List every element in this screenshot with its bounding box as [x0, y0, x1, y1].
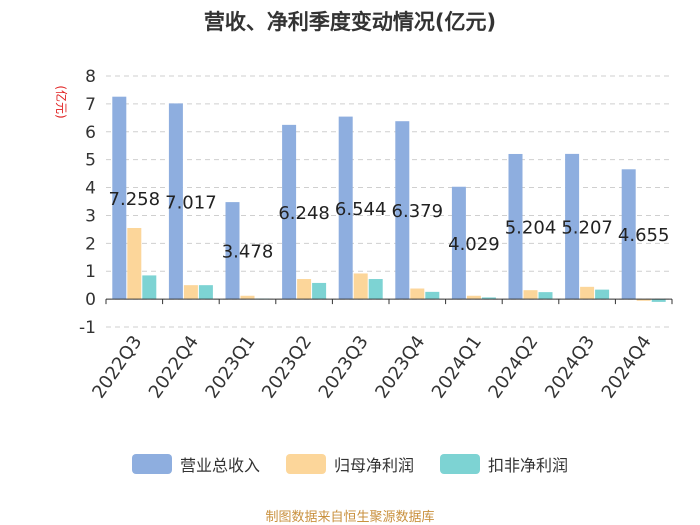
- bar-2023Q4-1: [410, 288, 425, 300]
- bar-2024Q3-2: [595, 289, 610, 300]
- bar-2023Q1-0: [225, 202, 240, 300]
- bar-2023Q2-0: [282, 124, 297, 300]
- bar-2022Q3-2: [142, 275, 157, 300]
- bar-2024Q1-1: [466, 295, 481, 300]
- bar-2023Q3-0: [338, 116, 353, 300]
- data-label: 6.379: [392, 201, 444, 222]
- y-tick-label: 3: [85, 206, 96, 226]
- y-tick-label: 7: [85, 95, 96, 115]
- bar-2022Q4-1: [183, 285, 198, 300]
- bar-2024Q4-0: [621, 169, 636, 300]
- bar-2023Q4-2: [425, 291, 440, 300]
- bar-2024Q1-2: [481, 297, 496, 300]
- y-tick-label: 1: [85, 262, 96, 282]
- y-tick-label: 0: [85, 290, 96, 310]
- y-tick-label: 2: [85, 234, 96, 254]
- legend-item[interactable]: 营业总收入: [131, 452, 260, 476]
- data-source-note: 制图数据来自恒生聚源数据库: [265, 510, 435, 525]
- data-label: 3.478: [222, 242, 274, 263]
- x-tick-label: 2022Q4: [145, 332, 203, 403]
- legend: 营业总收入 归母净利润 扣非净利润: [0, 452, 700, 476]
- y-tick-label: 6: [85, 123, 96, 143]
- x-tick-label: 2024Q4: [598, 332, 656, 403]
- bar-2023Q4-0: [395, 121, 410, 300]
- legend-label: 归母净利润: [333, 456, 414, 475]
- legend-label: 扣非净利润: [488, 456, 569, 475]
- legend-item[interactable]: 归母净利润: [285, 452, 414, 476]
- x-tick-label: 2023Q2: [258, 332, 316, 403]
- bar-2023Q2-2: [312, 282, 327, 300]
- legend-swatch: [440, 454, 480, 474]
- bar-2022Q4-0: [168, 103, 183, 300]
- y-tick-label: 8: [85, 67, 96, 87]
- legend-item[interactable]: 扣非净利润: [440, 452, 568, 476]
- bar-2024Q1-0: [451, 186, 466, 300]
- bar-chart: -1012345678(亿元)2022Q32022Q42023Q12023Q22…: [54, 67, 673, 403]
- y-axis-label: (亿元): [54, 85, 69, 118]
- bar-2022Q3-0: [112, 96, 127, 300]
- bar-2023Q3-2: [368, 279, 383, 300]
- bar-2024Q4-2: [651, 299, 666, 302]
- data-label: 4.655: [618, 225, 670, 246]
- x-tick-label: 2023Q3: [315, 332, 373, 403]
- bar-2023Q1-1: [240, 295, 255, 300]
- data-label: 7.258: [109, 189, 161, 210]
- data-label: 7.017: [165, 192, 217, 213]
- bar-2022Q3-1: [127, 227, 142, 300]
- bar-2024Q4-1: [636, 299, 651, 301]
- data-label: 5.204: [505, 218, 557, 239]
- legend-swatch: [131, 454, 172, 474]
- x-tick-label: 2023Q4: [371, 332, 429, 403]
- legend-swatch: [285, 454, 326, 474]
- data-label: 6.544: [335, 199, 387, 220]
- x-tick-label: 2024Q2: [484, 332, 542, 403]
- y-tick-label: 5: [85, 151, 96, 171]
- bar-2024Q3-0: [565, 153, 580, 300]
- legend-label: 营业总收入: [179, 456, 260, 475]
- x-tick-label: 2024Q3: [541, 332, 599, 403]
- y-tick-label: -1: [79, 318, 96, 338]
- bar-2024Q2-2: [538, 292, 553, 300]
- x-tick-label: 2024Q1: [428, 332, 486, 403]
- bar-2022Q4-2: [198, 285, 213, 300]
- bar-2024Q2-1: [523, 290, 538, 300]
- bar-2023Q2-1: [297, 279, 312, 300]
- x-tick-label: 2023Q1: [201, 332, 259, 403]
- bar-2024Q2-0: [508, 153, 523, 300]
- data-label: 4.029: [448, 234, 500, 255]
- x-tick-label: 2022Q3: [88, 332, 146, 403]
- bar-2024Q3-1: [580, 286, 595, 300]
- bar-2023Q3-1: [353, 273, 368, 300]
- data-label: 6.248: [278, 203, 330, 224]
- data-label: 5.207: [561, 218, 613, 239]
- chart-title: 营收、净利季度变动情况(亿元): [203, 10, 497, 34]
- y-tick-label: 4: [85, 179, 96, 199]
